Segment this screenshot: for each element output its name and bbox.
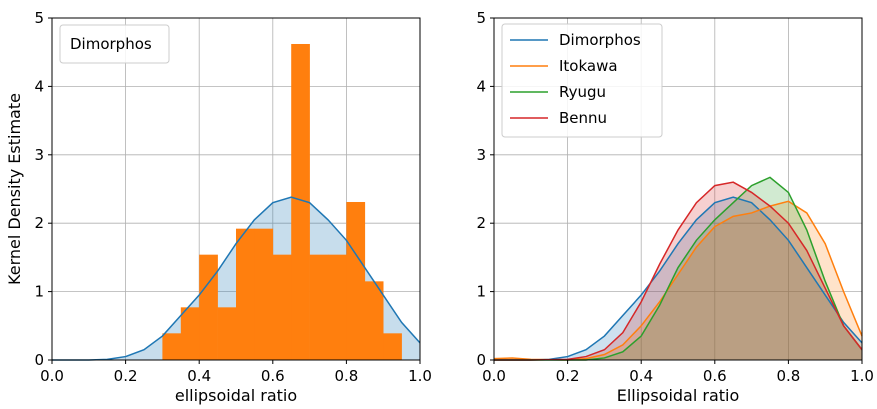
x-tick-label: 0.6 — [261, 367, 285, 385]
y-tick-label: 1 — [476, 283, 486, 301]
x-tick-label: 0.8 — [776, 367, 800, 385]
x-axis-label: ellipsoidal ratio — [175, 386, 297, 405]
histogram-bar — [309, 254, 329, 360]
y-tick-label: 5 — [34, 9, 44, 27]
x-tick-label: 0.2 — [556, 367, 580, 385]
histogram-bar — [199, 254, 218, 360]
x-tick-label: 0.4 — [187, 367, 211, 385]
y-tick-label: 3 — [34, 146, 44, 164]
histogram-bar — [346, 201, 366, 360]
x-tick-label: 0.0 — [40, 367, 64, 385]
y-axis-label: Kernel Density Estimate — [5, 93, 24, 285]
y-tick-label: 4 — [34, 77, 44, 95]
histogram-bar — [364, 281, 384, 360]
histogram-bar — [291, 43, 310, 360]
kde-line-dimorphos — [494, 196, 863, 361]
x-axis-label: Ellipsoidal ratio — [617, 386, 740, 405]
legend: Dimorphos Itokawa Ryugu Bennu — [501, 23, 663, 138]
histogram-bar — [236, 228, 255, 360]
y-tick-label: 1 — [34, 283, 44, 301]
axes-frame — [51, 17, 421, 361]
legend-box — [59, 24, 170, 64]
legend-entry-text: Dimorphos — [70, 35, 152, 53]
histogram-bar — [217, 307, 237, 360]
legend-entry-bennu: Bennu — [559, 109, 607, 127]
legend: Dimorphos — [59, 24, 170, 64]
kde-line-bennu — [494, 181, 863, 361]
y-tick-label: 0 — [476, 351, 486, 369]
y-tick-label: 5 — [476, 9, 486, 27]
legend-box — [501, 23, 663, 138]
kde-line-dimorphos — [52, 196, 421, 361]
x-tick-label: 0.4 — [629, 367, 653, 385]
histogram-bar — [254, 228, 274, 360]
x-tick-label: 0.0 — [482, 367, 506, 385]
x-tick-label: 0.6 — [703, 367, 727, 385]
x-tick-label: 1.0 — [408, 367, 432, 385]
x-tick-label: 1.0 — [850, 367, 874, 385]
legend-entry-ryugu: Ryugu — [559, 83, 606, 101]
left-panel: 0.0 0.2 0.4 0.6 0.8 1.0 0 1 2 3 4 5 ellipsoidal rati… — [5, 9, 432, 405]
histogram-bar — [162, 333, 182, 360]
kde-area-dimorphos — [494, 197, 862, 360]
histogram — [162, 43, 402, 360]
histogram-bar — [180, 307, 200, 360]
y-tick-label: 0 — [34, 351, 44, 369]
x-tick-label: 0.8 — [334, 367, 358, 385]
kde-area-bennu — [494, 182, 862, 360]
legend-entry-dimorphos: Dimorphos — [559, 31, 641, 49]
right-panel: 0.0 0.2 0.4 0.6 0.8 1.0 0 1 2 3 4 5 Ellipsoidal rati… — [476, 9, 873, 405]
kde-area-itokawa — [494, 201, 862, 360]
legend-entry-itokawa: Itokawa — [559, 57, 618, 75]
y-tick-label: 2 — [476, 214, 486, 232]
y-tick-label: 3 — [476, 146, 486, 164]
histogram-bar — [383, 333, 402, 360]
histogram-bar — [272, 254, 292, 360]
x-tick-label: 0.2 — [114, 367, 138, 385]
histogram-bar — [328, 254, 347, 360]
y-tick-label: 4 — [476, 77, 486, 95]
axes-frame — [493, 17, 863, 361]
y-tick-label: 2 — [34, 214, 44, 232]
